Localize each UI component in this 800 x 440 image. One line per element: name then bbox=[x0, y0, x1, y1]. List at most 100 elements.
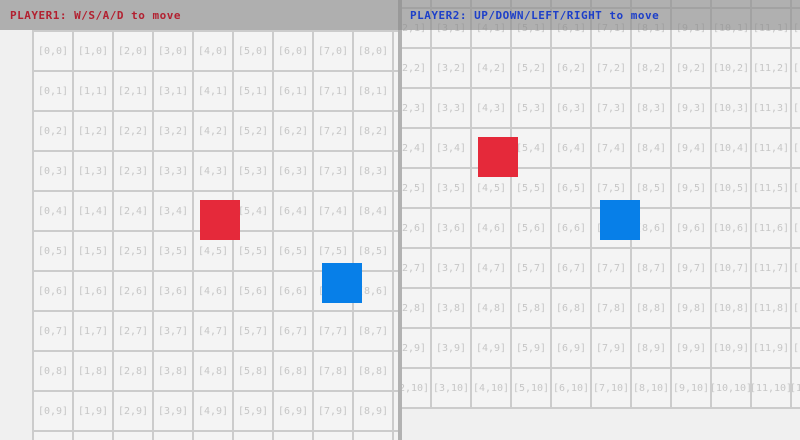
grid-cell: [8,4] bbox=[631, 128, 671, 168]
grid-cell: [6,0] bbox=[273, 31, 313, 71]
grid-cell: [7,3] bbox=[591, 88, 631, 128]
grid-cell: [6,6] bbox=[273, 271, 313, 311]
grid-cell: [3,4] bbox=[153, 191, 193, 231]
grid-cell: [6,9] bbox=[551, 328, 591, 368]
grid-cell: [6,4] bbox=[551, 128, 591, 168]
grid-cell: [6,5] bbox=[551, 168, 591, 208]
grid-cell: [12,5] bbox=[791, 168, 800, 208]
grid-cell: [5,0] bbox=[233, 31, 273, 71]
grid-cell: [7,9] bbox=[313, 391, 353, 431]
grid-cell: [8,4] bbox=[353, 191, 393, 231]
grid-cell: [3,7] bbox=[153, 311, 193, 351]
grid-cell: [4,10] bbox=[471, 368, 511, 408]
grid-cell: [8,9] bbox=[353, 391, 393, 431]
grid-cell: [0,4] bbox=[33, 191, 73, 231]
grid-cell: [3,0] bbox=[153, 31, 193, 71]
grid-cell: [6,9] bbox=[273, 391, 313, 431]
grid-cell: [5,2] bbox=[511, 48, 551, 88]
grid-cell: [7,7] bbox=[313, 311, 353, 351]
player2-controls-label: PLAYER2: UP/DOWN/LEFT/RIGHT to move bbox=[410, 8, 660, 22]
grid-cell: [5,9] bbox=[511, 328, 551, 368]
player1-controls-label: PLAYER1: W/S/A/D to move bbox=[10, 8, 181, 22]
grid-cell: [2,5] bbox=[400, 168, 431, 208]
grid-cell: [9,10] bbox=[671, 368, 711, 408]
grid-cell: [0,5] bbox=[33, 231, 73, 271]
grid-cell: [8,7] bbox=[353, 311, 393, 351]
grid-cell: [4,8] bbox=[193, 351, 233, 391]
grid-cell: [6,8] bbox=[273, 351, 313, 391]
player1-header-bar: PLAYER1: W/S/A/D to move bbox=[0, 0, 400, 30]
grid-cell: [7,9] bbox=[591, 328, 631, 368]
grid-cell: [9,8] bbox=[671, 288, 711, 328]
grid-cell: [0,9] bbox=[33, 391, 73, 431]
grid-cell: [9,2] bbox=[671, 48, 711, 88]
grid-cell: [12,10] bbox=[791, 368, 800, 408]
grid-cell: [12,2] bbox=[791, 48, 800, 88]
grid-cell: [2,3] bbox=[113, 151, 153, 191]
grid-cell: [8,5] bbox=[631, 168, 671, 208]
grid-cell: [4,7] bbox=[471, 248, 511, 288]
grid-cell: [4,6] bbox=[471, 208, 511, 248]
grid-cell: [6,8] bbox=[551, 288, 591, 328]
grid-cell: [8,2] bbox=[353, 111, 393, 151]
grid-cell: [5,2] bbox=[233, 111, 273, 151]
grid-cell: [0,8] bbox=[33, 351, 73, 391]
grid-cell: [5,8] bbox=[233, 351, 273, 391]
grid-cell: [8,2] bbox=[631, 48, 671, 88]
grid-cell: [3,2] bbox=[431, 48, 471, 88]
grid-cell: [11,2] bbox=[751, 48, 791, 88]
grid-cell: [5,10] bbox=[511, 368, 551, 408]
grid-cell: [11,7] bbox=[751, 248, 791, 288]
player2-panel: [0,0][1,0][2,0][3,0][4,0][5,0][6,0][7,0]… bbox=[400, 0, 800, 440]
grid-cell: [6,2] bbox=[273, 111, 313, 151]
blue-player-square[interactable] bbox=[322, 263, 362, 303]
grid-cell: [9,5] bbox=[671, 168, 711, 208]
grid-cell: [0,1] bbox=[33, 71, 73, 111]
grid-cell: [12,8] bbox=[791, 288, 800, 328]
grid-cell: [4,9] bbox=[193, 391, 233, 431]
grid-cell: [4,2] bbox=[471, 48, 511, 88]
red-player-square[interactable] bbox=[200, 200, 240, 240]
grid-cell: [12,9] bbox=[791, 328, 800, 368]
panel-divider bbox=[398, 0, 402, 440]
grid-cell: [2,5] bbox=[113, 231, 153, 271]
grid-cell: [2,6] bbox=[113, 271, 153, 311]
grid-cell: [3,4] bbox=[431, 128, 471, 168]
grid-cell: [8,0] bbox=[353, 31, 393, 71]
grid-cell: [8,5] bbox=[353, 231, 393, 271]
grid-cell: [5,7] bbox=[233, 311, 273, 351]
blue-player-square[interactable] bbox=[600, 200, 640, 240]
grid-cell: [4,1] bbox=[193, 71, 233, 111]
grid-cell: [1,9] bbox=[73, 391, 113, 431]
grid-cell: [11,9] bbox=[751, 328, 791, 368]
grid-cell: [7,4] bbox=[591, 128, 631, 168]
grid-cell: [2,7] bbox=[113, 311, 153, 351]
grid-cell: [3,6] bbox=[153, 271, 193, 311]
grid-cell: [5,3] bbox=[511, 88, 551, 128]
grid-cell: [4,7] bbox=[193, 311, 233, 351]
grid-cell: [0,3] bbox=[33, 151, 73, 191]
grid-cell: [8,3] bbox=[353, 151, 393, 191]
grid-cell: [8,10] bbox=[353, 431, 393, 440]
grid-cell: [4,10] bbox=[193, 431, 233, 440]
grid-cell: [1,8] bbox=[73, 351, 113, 391]
grid-cell: [7,7] bbox=[591, 248, 631, 288]
grid-cell: [6,10] bbox=[273, 431, 313, 440]
red-player-square[interactable] bbox=[478, 137, 518, 177]
grid-cell: [11,4] bbox=[751, 128, 791, 168]
grid-cell: [6,7] bbox=[273, 311, 313, 351]
grid-cell: [9,9] bbox=[671, 328, 711, 368]
grid-cell: [7,10] bbox=[313, 431, 353, 440]
grid-cell: [4,0] bbox=[193, 31, 233, 71]
grid-cell: [7,8] bbox=[313, 351, 353, 391]
grid-cell: [3,10] bbox=[153, 431, 193, 440]
grid-cell: [2,6] bbox=[400, 208, 431, 248]
grid-cell: [5,6] bbox=[233, 271, 273, 311]
grid-cell: [1,0] bbox=[73, 31, 113, 71]
grid-cell: [6,1] bbox=[273, 71, 313, 111]
grid-cell: [9,10] bbox=[393, 431, 400, 440]
grid-cell: [12,7] bbox=[791, 248, 800, 288]
grid-cell: [8,8] bbox=[631, 288, 671, 328]
grid-cell: [11,3] bbox=[751, 88, 791, 128]
